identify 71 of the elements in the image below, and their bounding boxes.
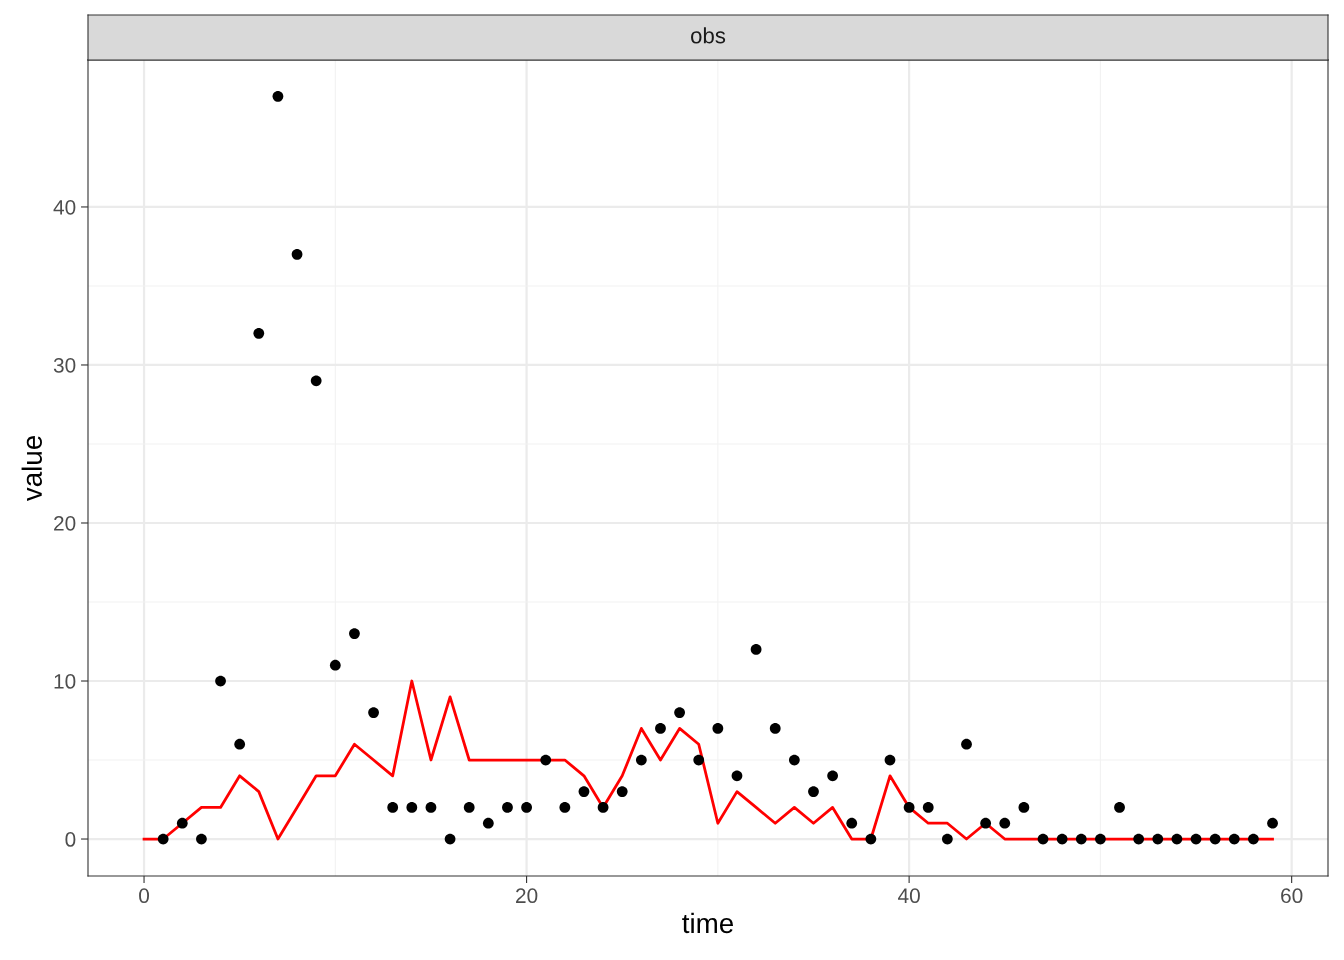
point xyxy=(597,802,609,813)
point xyxy=(157,833,169,845)
x-tick-label: 20 xyxy=(516,888,538,904)
point xyxy=(1075,833,1087,845)
point xyxy=(1037,833,1049,845)
y-tick-label: 30 xyxy=(53,357,76,373)
point xyxy=(999,817,1011,829)
point xyxy=(961,738,972,750)
y-tick-label: 40 xyxy=(53,199,76,215)
point xyxy=(176,817,188,829)
point xyxy=(941,833,953,845)
point xyxy=(674,707,685,718)
point xyxy=(1209,833,1221,845)
point xyxy=(655,723,666,734)
point xyxy=(731,770,743,782)
point xyxy=(482,817,494,829)
point xyxy=(1018,802,1030,813)
point xyxy=(578,786,590,797)
point xyxy=(1267,817,1278,829)
point xyxy=(1114,802,1125,813)
x-tick-label: 0 xyxy=(139,888,150,904)
point xyxy=(1152,833,1164,845)
point xyxy=(827,770,838,782)
point xyxy=(196,833,207,845)
point xyxy=(846,817,858,829)
x-tick-label: 60 xyxy=(1281,888,1303,904)
point xyxy=(463,802,475,813)
x-tick-label: 40 xyxy=(898,888,920,904)
y-axis-title: value xyxy=(21,436,42,502)
point xyxy=(788,754,800,766)
point xyxy=(808,786,819,797)
point xyxy=(980,817,992,829)
point xyxy=(922,802,934,813)
point xyxy=(234,738,246,750)
point xyxy=(750,644,762,655)
point xyxy=(387,802,399,813)
point xyxy=(521,802,532,813)
point xyxy=(1228,833,1240,845)
point xyxy=(502,802,513,813)
point xyxy=(559,802,571,813)
y-tick-label: 20 xyxy=(54,515,76,531)
point xyxy=(635,754,647,766)
point xyxy=(406,802,418,813)
y-tick-label: 0 xyxy=(65,832,76,847)
point xyxy=(903,802,915,813)
point xyxy=(349,628,360,639)
point xyxy=(310,375,322,387)
point xyxy=(329,659,341,671)
point xyxy=(884,754,896,766)
x-axis-title: time xyxy=(682,912,734,934)
point xyxy=(368,707,379,718)
point xyxy=(1248,833,1259,845)
chart-title: obs xyxy=(691,27,726,44)
point xyxy=(444,833,456,845)
point xyxy=(616,786,628,797)
point xyxy=(1133,833,1145,845)
y-tick-label: 10 xyxy=(54,674,76,689)
point xyxy=(1190,833,1202,845)
point xyxy=(865,833,877,845)
point xyxy=(1171,833,1183,845)
point xyxy=(215,675,226,687)
point xyxy=(712,723,724,734)
point xyxy=(540,754,552,766)
point xyxy=(253,327,265,339)
point xyxy=(272,90,284,102)
point xyxy=(693,754,705,766)
point xyxy=(1056,833,1068,845)
point xyxy=(769,723,781,734)
point xyxy=(425,802,437,813)
point xyxy=(291,248,303,260)
point xyxy=(1095,833,1106,845)
